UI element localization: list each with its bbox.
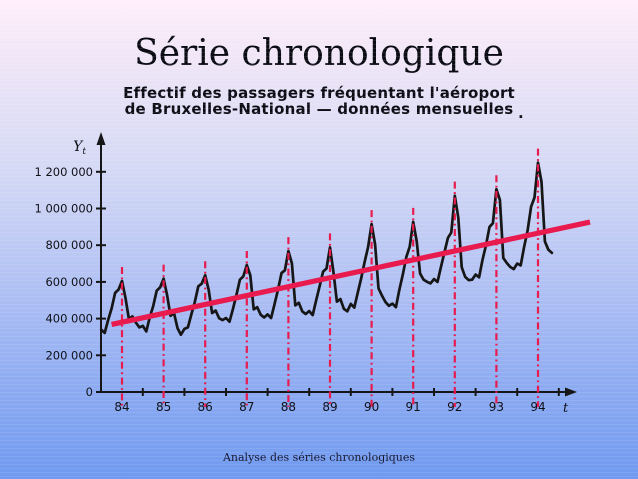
trend-line [111,219,591,328]
y-tick-label: 200 000 [45,348,93,362]
y-tick-label: 400 000 [45,312,93,326]
y-tick-label: 1 000 000 [34,202,93,216]
subtitle-line2: de Bruxelles-National — données mensuell… [124,99,514,118]
footer-text: Analyse des séries chronologiques [222,451,416,464]
subtitle-line1: Effectif des passagers fréquentant l'aér… [123,84,515,102]
y-tick-label: 800 000 [45,238,93,252]
slide-subtitle: Effectif des passagers fréquentant l'aér… [0,84,638,118]
x-tick-label: 87 [239,400,254,414]
slide-title: Série chronologique [134,33,504,74]
y-axis-label: Yt [73,139,86,157]
x-tick-label: 89 [322,400,337,414]
x-tick-label: 91 [406,400,421,414]
x-axis-label: t [563,401,569,416]
series-line [99,161,554,337]
y-tick-label: 0 [86,385,93,399]
x-axis-arrow [565,387,577,397]
y-tick-label: 1 200 000 [34,165,93,179]
x-tick-label: 90 [364,400,379,414]
y-tick-label: 600 000 [45,275,93,289]
stray-dot: . [518,104,524,122]
x-tick-label: 84 [114,400,129,414]
y-axis-arrow [96,132,106,145]
